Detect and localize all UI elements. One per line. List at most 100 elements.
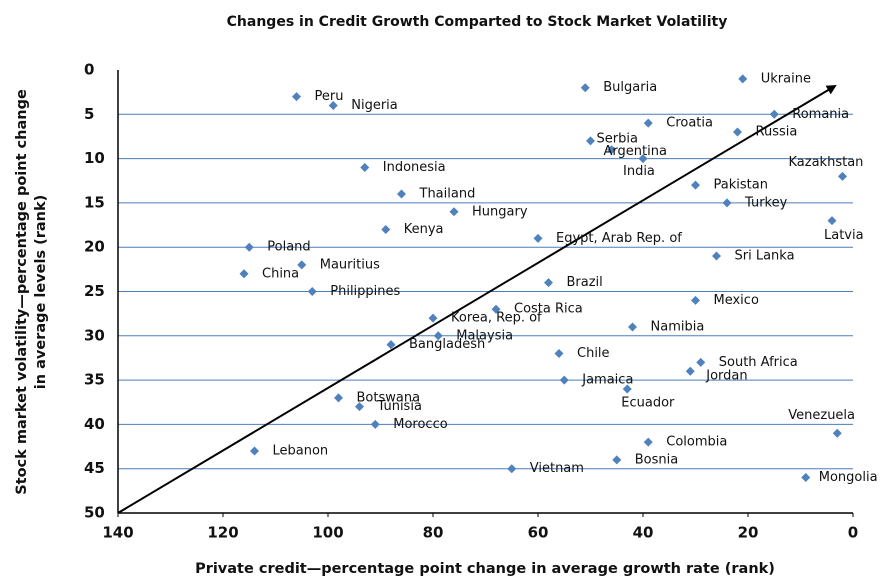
point-label: Hungary (472, 204, 528, 219)
y-tick-label: 10 (84, 149, 105, 167)
y-tick-label: 50 (84, 504, 105, 522)
point (612, 455, 622, 465)
point-label: Kenya (404, 222, 444, 237)
point-label: Philippines (330, 284, 400, 299)
point-label: Egypt, Arab Rep. of (556, 231, 682, 246)
point (559, 375, 569, 385)
point-label: Vietnam (530, 461, 584, 476)
point (428, 313, 438, 323)
point (292, 92, 301, 102)
point (685, 366, 695, 376)
point (360, 162, 370, 172)
y-tick-label: 45 (84, 459, 105, 477)
y-tick-label: 40 (84, 415, 105, 433)
point-label: Poland (267, 240, 310, 255)
y-tick-label: 5 (84, 105, 94, 123)
x-tick-label: 0 (848, 524, 858, 542)
point (580, 83, 590, 93)
point-label: India (623, 164, 655, 179)
y-tick-label: 35 (84, 371, 105, 389)
point (586, 136, 595, 146)
point (643, 437, 653, 447)
x-axis-label: Private credit—percentage point change i… (195, 561, 775, 577)
x-tick-label: 40 (633, 524, 654, 542)
point (370, 419, 380, 429)
y-tick-label: 15 (84, 193, 105, 211)
point-label: China (262, 266, 299, 281)
y-tick-label: 30 (84, 326, 105, 344)
point-label: Nigeria (351, 98, 398, 113)
x-tick-label: 20 (738, 524, 759, 542)
point (491, 304, 501, 314)
point-label: Peru (315, 89, 344, 104)
point (712, 251, 721, 261)
point (607, 145, 616, 155)
point (244, 242, 254, 252)
point-label: South Africa (719, 355, 798, 370)
point (738, 74, 748, 84)
x-tick-label: 80 (423, 524, 444, 542)
point-label: Mauritius (320, 257, 380, 272)
point (433, 331, 443, 341)
point-label: Turkey (744, 195, 788, 210)
point (722, 198, 732, 208)
point-label: Brazil (567, 275, 603, 290)
point-label: Tunisia (377, 399, 422, 414)
point-label: Bangladesh (409, 337, 485, 352)
point-label: Lebanon (273, 443, 329, 458)
point (544, 278, 553, 288)
point (250, 446, 259, 456)
y-tick-label: 20 (84, 238, 105, 256)
point-label: Kazakhstan (789, 155, 864, 170)
point (638, 154, 648, 164)
point-label: Pakistan (714, 178, 768, 193)
point-label: Romania (792, 107, 849, 122)
x-tick-label: 120 (207, 524, 238, 542)
point (533, 233, 543, 243)
point-label: Colombia (666, 435, 727, 450)
point-label: Jamaica (581, 373, 633, 388)
point-label: Sri Lanka (735, 249, 795, 264)
x-tick-label: 60 (528, 524, 549, 542)
x-tick-label: 100 (312, 524, 343, 542)
point-label: Botswana (357, 390, 421, 405)
point-label: Latvia (824, 228, 864, 243)
point (769, 109, 779, 119)
point (827, 216, 837, 226)
trend-arrow (117, 84, 837, 514)
point (507, 464, 517, 474)
point (307, 287, 317, 296)
point-label: Malaysia (456, 328, 513, 343)
y-tick-label: 0 (84, 61, 94, 79)
point-label: Serbia (597, 131, 638, 146)
point-label: Mexico (714, 293, 759, 308)
point (554, 349, 564, 359)
point-label: Jordan (705, 369, 747, 384)
grid (118, 113, 853, 470)
y-axis-label-line: Stock market volatility—percentage point… (14, 89, 30, 495)
point (691, 180, 700, 190)
point (328, 100, 338, 110)
point (239, 269, 249, 279)
point (696, 357, 706, 367)
point (691, 295, 700, 305)
point-label: Croatia (666, 116, 713, 131)
point-label: Chile (577, 346, 610, 361)
point-label: Morocco (393, 417, 447, 432)
point-label: Venezuela (788, 408, 855, 423)
point (832, 428, 842, 438)
point-label: Namibia (651, 319, 705, 334)
point (643, 118, 653, 128)
point (801, 473, 811, 483)
y-tick-label: 25 (84, 282, 105, 300)
point (449, 207, 459, 217)
y-axis-label-line: in average levels (rank) (33, 195, 49, 390)
point-label: Korea, Rep. of (451, 311, 542, 326)
point-label: Argentina (604, 144, 667, 159)
point-label: Indonesia (383, 160, 446, 175)
point-label: Mongolia (819, 470, 878, 485)
point (628, 322, 637, 332)
chart-title: Changes in Credit Growth Comparted to St… (227, 14, 728, 30)
x-tick-label: 140 (102, 524, 133, 542)
